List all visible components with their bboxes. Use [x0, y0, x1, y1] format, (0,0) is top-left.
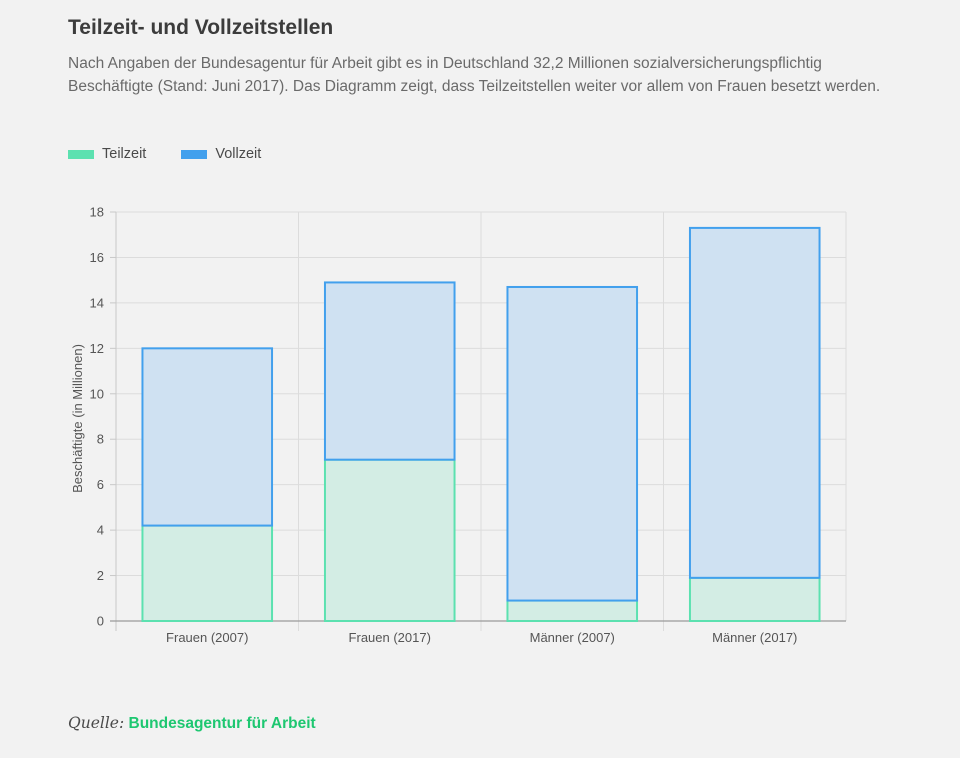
y-tick-label: 4	[97, 523, 104, 538]
legend-swatch-vollzeit	[181, 149, 208, 159]
bar-vollzeit	[323, 281, 456, 461]
y-tick-label: 8	[97, 432, 104, 447]
x-tick-label: Männer (2017)	[712, 630, 797, 645]
source-label: Quelle:	[68, 714, 125, 732]
legend-item-teilzeit[interactable]: Teilzeit	[68, 146, 146, 162]
chart-title: Teilzeit- und Vollzeitstellen	[68, 16, 334, 39]
stacked-bar-chart: 0 2 4 6 8 10 12 14 16 18 Frauen (2007) Frauen (2017…	[70, 205, 847, 645]
legend-item-vollzeit[interactable]: Vollzeit	[181, 146, 261, 162]
bar-teilzeit	[141, 524, 274, 622]
bar-teilzeit	[688, 576, 821, 622]
bar-vollzeit	[688, 226, 821, 579]
y-tick-label: 12	[90, 341, 104, 356]
y-tick-label: 16	[90, 250, 104, 265]
x-tick-label: Männer (2007)	[530, 630, 615, 645]
source-line: Quelle: Bundesagentur für Arbeit	[68, 714, 316, 733]
bar-teilzeit	[506, 599, 639, 622]
y-axis-label: Beschäftigte (in Millionen)	[70, 344, 85, 493]
y-tick-label: 10	[90, 386, 104, 401]
x-tick-label: Frauen (2007)	[166, 630, 248, 645]
source-link[interactable]: Bundesagentur für Arbeit	[128, 715, 316, 732]
bar-vollzeit	[141, 347, 274, 527]
y-tick-label: 18	[90, 205, 104, 220]
y-tick-label: 14	[90, 295, 104, 310]
y-tick-label: 6	[97, 477, 104, 492]
y-tick-label: 0	[97, 614, 104, 629]
legend-label-teilzeit: Teilzeit	[102, 146, 147, 162]
bar-teilzeit	[323, 458, 456, 622]
x-tick-label: Frauen (2017)	[349, 630, 431, 645]
chart-subtitle: Nach Angaben der Bundesagentur für Arbei…	[68, 55, 881, 95]
legend: Teilzeit Vollzeit	[68, 146, 296, 162]
legend-swatch-teilzeit	[68, 149, 94, 159]
y-tick-label: 2	[97, 568, 104, 583]
bar-vollzeit	[506, 285, 639, 602]
legend-label-vollzeit: Vollzeit	[215, 146, 262, 162]
